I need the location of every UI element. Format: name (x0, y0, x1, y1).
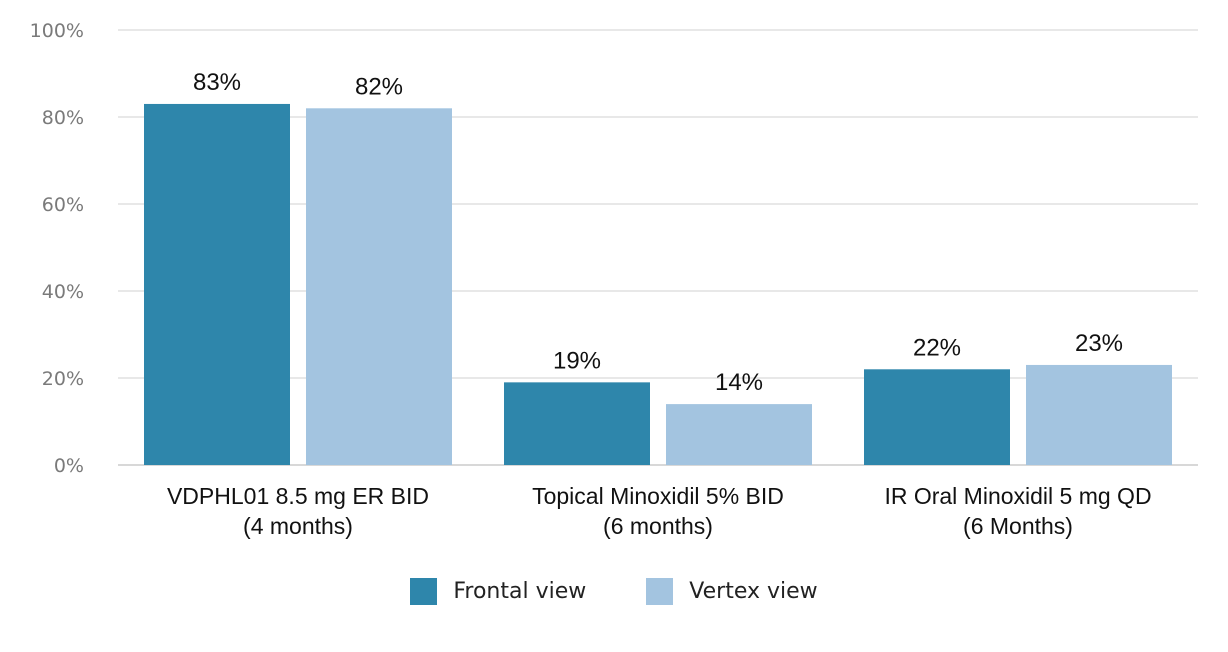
data-label: 23% (1075, 330, 1123, 357)
data-label: 14% (715, 369, 763, 396)
y-tick-label: 20% (42, 368, 84, 390)
legend-swatch-frontal (410, 578, 438, 605)
x-tick-label: IR Oral Minoxidil 5 mg QD (884, 483, 1151, 509)
x-tick-label: (6 Months) (963, 513, 1073, 539)
data-label: 22% (913, 334, 961, 361)
bar (504, 382, 650, 465)
legend-label-frontal: Frontal view (453, 579, 587, 604)
x-tick-label: VDPHL01 8.5 mg ER BID (167, 483, 429, 509)
x-tick-label: Topical Minoxidil 5% BID (532, 483, 784, 509)
data-label: 19% (553, 347, 601, 374)
y-axis-tick-labels: 0% 20% 40% 60% 80% 100% (30, 20, 84, 477)
y-tick-label: 80% (42, 107, 84, 129)
y-tick-label: 40% (42, 281, 84, 303)
gridlines (118, 29, 1198, 466)
legend-item-vertex: Vertex view (646, 578, 818, 605)
data-label: 83% (193, 69, 241, 96)
legend: Frontal view Vertex view (0, 578, 1228, 605)
y-tick-label: 100% (30, 20, 84, 42)
y-tick-label: 60% (42, 194, 84, 216)
bar (144, 103, 290, 465)
bar (1026, 364, 1172, 465)
x-tick-label: (4 months) (243, 513, 353, 539)
legend-label-vertex: Vertex view (689, 579, 818, 604)
y-tick-label: 0% (54, 455, 84, 477)
legend-item-frontal: Frontal view (410, 578, 586, 605)
bar (306, 108, 452, 466)
bar (666, 404, 812, 465)
bars (144, 103, 1172, 466)
data-label: 82% (355, 73, 403, 100)
legend-swatch-vertex (646, 578, 674, 605)
x-axis-tick-labels: VDPHL01 8.5 mg ER BID (4 months) Topical M… (167, 483, 1152, 539)
x-tick-label: (6 months) (603, 513, 713, 539)
bar (864, 369, 1010, 465)
data-labels: 83% 82% 19% 14% 22% 23% (193, 69, 1123, 396)
